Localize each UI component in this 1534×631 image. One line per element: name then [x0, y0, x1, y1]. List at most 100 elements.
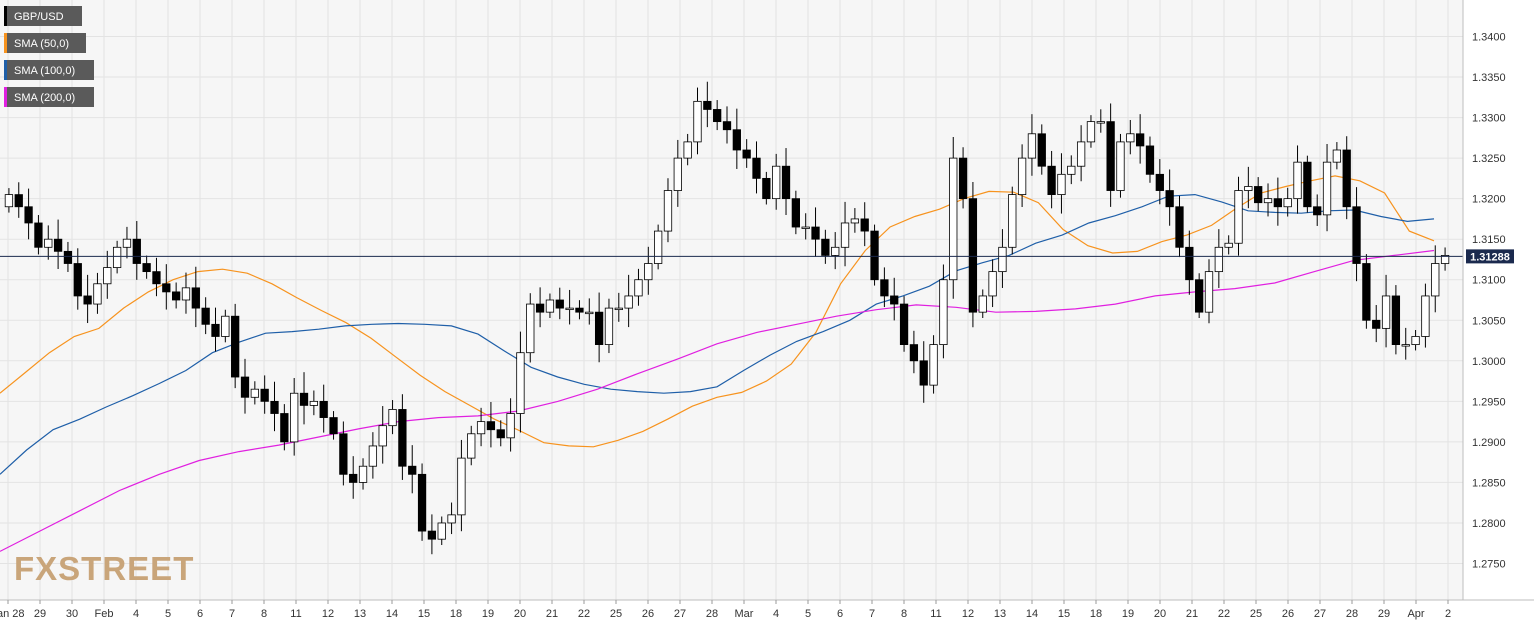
candle [732, 108, 741, 169]
legend-item-background [4, 6, 82, 26]
candle [1008, 186, 1017, 255]
candle [1244, 166, 1253, 209]
candle-body-bearish [172, 291, 181, 301]
candle-body-bullish [1381, 295, 1391, 329]
x-tick-label: 13 [354, 608, 366, 620]
x-tick-label: 20 [1154, 608, 1166, 620]
candle-body-bullish [604, 307, 614, 345]
candle-body-bullish [831, 246, 840, 256]
candle [722, 106, 732, 144]
candle [988, 259, 997, 308]
legend-swatch [4, 87, 7, 107]
candle-body-bearish [132, 238, 141, 264]
x-tick-label: 19 [1122, 608, 1134, 620]
candle-body-bullish [644, 263, 653, 281]
y-tick-label: 1.2850 [1472, 477, 1506, 489]
candle [840, 201, 850, 267]
candle [1067, 155, 1076, 185]
candle-body-bullish [1027, 133, 1037, 159]
candle [831, 232, 840, 270]
candle-body-bullish [1057, 173, 1066, 195]
y-tick-label: 1.2750 [1472, 559, 1506, 571]
candle-body-bullish [998, 246, 1007, 273]
candle [260, 375, 269, 414]
candle [417, 463, 427, 541]
legend-item: SMA (100,0) [4, 60, 94, 80]
candle-body-bearish [1106, 121, 1115, 191]
candle [1313, 194, 1322, 226]
x-tick-label: 4 [133, 608, 139, 620]
candle [919, 341, 928, 403]
candle [1263, 183, 1273, 217]
candle-body-bullish [181, 287, 191, 301]
candle-body-bearish [339, 433, 348, 475]
candle-body-bearish [83, 295, 92, 305]
legend-item: GBP/USD [4, 6, 82, 26]
candle [752, 141, 761, 194]
x-tick-label: 14 [386, 608, 398, 620]
candle-body-bullish [476, 421, 486, 435]
candle-body-bearish [280, 413, 289, 443]
candle-body-bullish [929, 344, 938, 386]
sma-line-200 [0, 249, 1435, 552]
y-tick-label: 1.3100 [1472, 275, 1506, 287]
candle [1332, 142, 1342, 170]
candle-body-bearish [270, 400, 279, 414]
candle [506, 398, 515, 452]
candle [231, 303, 240, 389]
candle-body-bearish [398, 409, 407, 467]
candle [349, 456, 358, 499]
candle [457, 439, 466, 532]
candle [476, 407, 486, 447]
y-tick-label: 1.3350 [1472, 72, 1506, 84]
candle-body-bullish [1283, 198, 1292, 208]
candle-body-bullish [1421, 295, 1430, 337]
candle [172, 282, 181, 309]
candle-body-bearish [968, 198, 978, 313]
candle [545, 293, 555, 318]
candle [250, 381, 259, 405]
x-tick-label: 21 [546, 608, 558, 620]
candle-body-bullish [447, 514, 456, 524]
candle [329, 411, 338, 440]
candle [535, 287, 545, 328]
x-tick-label: 11 [290, 608, 301, 620]
candle-body-bullish [683, 141, 692, 159]
candle [1352, 187, 1361, 282]
candle [299, 372, 309, 425]
candle-body-bearish [231, 315, 240, 378]
candle-body-bearish [713, 109, 722, 123]
x-tick-label: Jan 28 [0, 608, 25, 620]
candle [742, 139, 751, 168]
candle [211, 307, 220, 352]
candle-body-bullish [1008, 194, 1017, 248]
candle [1165, 169, 1174, 226]
candle-body-bullish [1067, 165, 1076, 175]
candle-body-bullish [1204, 271, 1214, 313]
x-tick-label: 7 [229, 608, 235, 620]
candle-body-bearish [34, 222, 43, 248]
candle [319, 384, 328, 433]
candle-body-bearish [811, 226, 820, 240]
candle-body-bearish [890, 295, 899, 305]
candle-body-bullish [978, 295, 987, 313]
candle [516, 331, 525, 433]
watermark: FXSTREET [14, 550, 193, 587]
candle-body-bullish [1224, 242, 1233, 248]
candle-body-bullish [1234, 190, 1243, 244]
candle [929, 335, 938, 394]
candle-body-bearish [1273, 198, 1282, 208]
candle-body-bearish [909, 344, 919, 362]
candle-body-bearish [594, 311, 604, 345]
candle-body-bearish [329, 417, 338, 435]
candle [1047, 150, 1056, 209]
candle-body-bearish [732, 129, 741, 151]
candle [791, 190, 800, 235]
candle [585, 298, 594, 325]
candle [1106, 103, 1115, 207]
candle-body-bearish [211, 323, 220, 337]
price-tag-label: 1.31288 [1470, 251, 1510, 263]
candle [1283, 187, 1292, 217]
x-tick-label: 28 [1346, 608, 1358, 620]
